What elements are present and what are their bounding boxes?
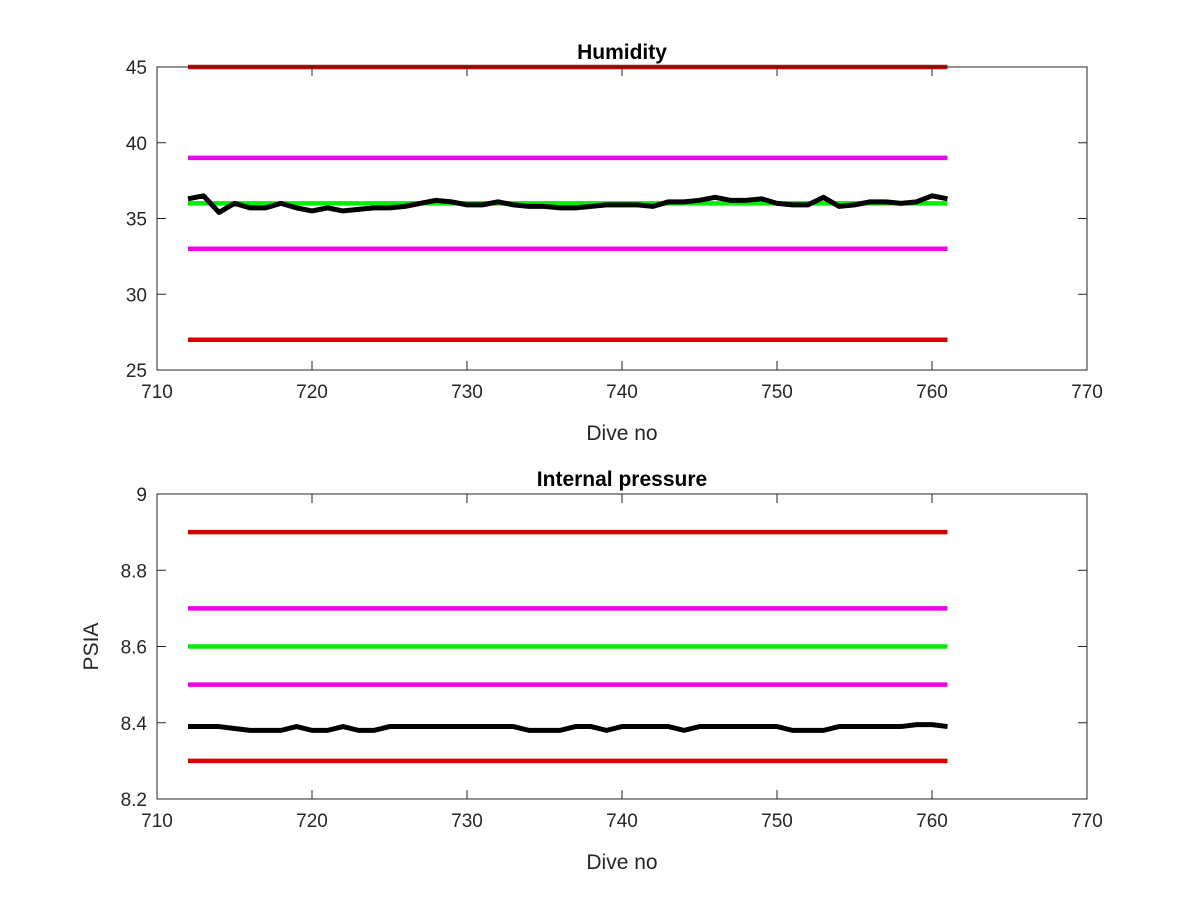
y-tick-label: 30 — [126, 285, 147, 306]
chart-title: Internal pressure — [537, 468, 707, 491]
chart-title: Humidity — [577, 41, 667, 64]
y-tick-label: 8.2 — [121, 790, 147, 811]
x-tick-label: 730 — [451, 382, 483, 403]
x-tick-label: 740 — [606, 382, 638, 403]
data-series-line — [187, 193, 948, 215]
y-tick-label: 9 — [136, 485, 147, 506]
humidity-plot: Humidity 710 720 730 740 750 760 770 25 30 35 40 45 D… — [126, 41, 1103, 445]
y-tick-label: 45 — [126, 58, 147, 79]
internal-pressure-plot: Internal pressure 710 720 730 740 750 760 770 8.… — [80, 468, 1103, 874]
x-axis-label: Dive no — [586, 422, 657, 445]
x-tick-label: 760 — [916, 382, 948, 403]
x-tick-label: 750 — [761, 382, 793, 403]
y-tick-label: 40 — [126, 134, 147, 155]
x-tick-label: 720 — [296, 382, 328, 403]
y-tick-label: 8.4 — [121, 714, 148, 735]
y-tick-label: 35 — [126, 210, 147, 231]
data-series-line — [188, 722, 948, 733]
y-axis-label: PSIA — [80, 623, 103, 671]
x-tick-label: 740 — [606, 811, 638, 832]
x-tick-label: 750 — [761, 811, 793, 832]
y-tick-label: 8.6 — [121, 638, 147, 659]
y-tick-label: 25 — [126, 361, 147, 382]
x-tick-label: 760 — [916, 811, 948, 832]
axes-frame — [156, 66, 1088, 371]
x-tick-label: 770 — [1071, 382, 1103, 403]
x-tick-label: 770 — [1071, 811, 1103, 832]
x-tick-label: 730 — [451, 811, 483, 832]
x-axis-label: Dive no — [586, 851, 657, 874]
x-tick-label: 720 — [296, 811, 328, 832]
y-tick-label: 8.8 — [121, 561, 147, 582]
x-tick-label: 710 — [141, 811, 173, 832]
x-tick-label: 710 — [141, 382, 173, 403]
